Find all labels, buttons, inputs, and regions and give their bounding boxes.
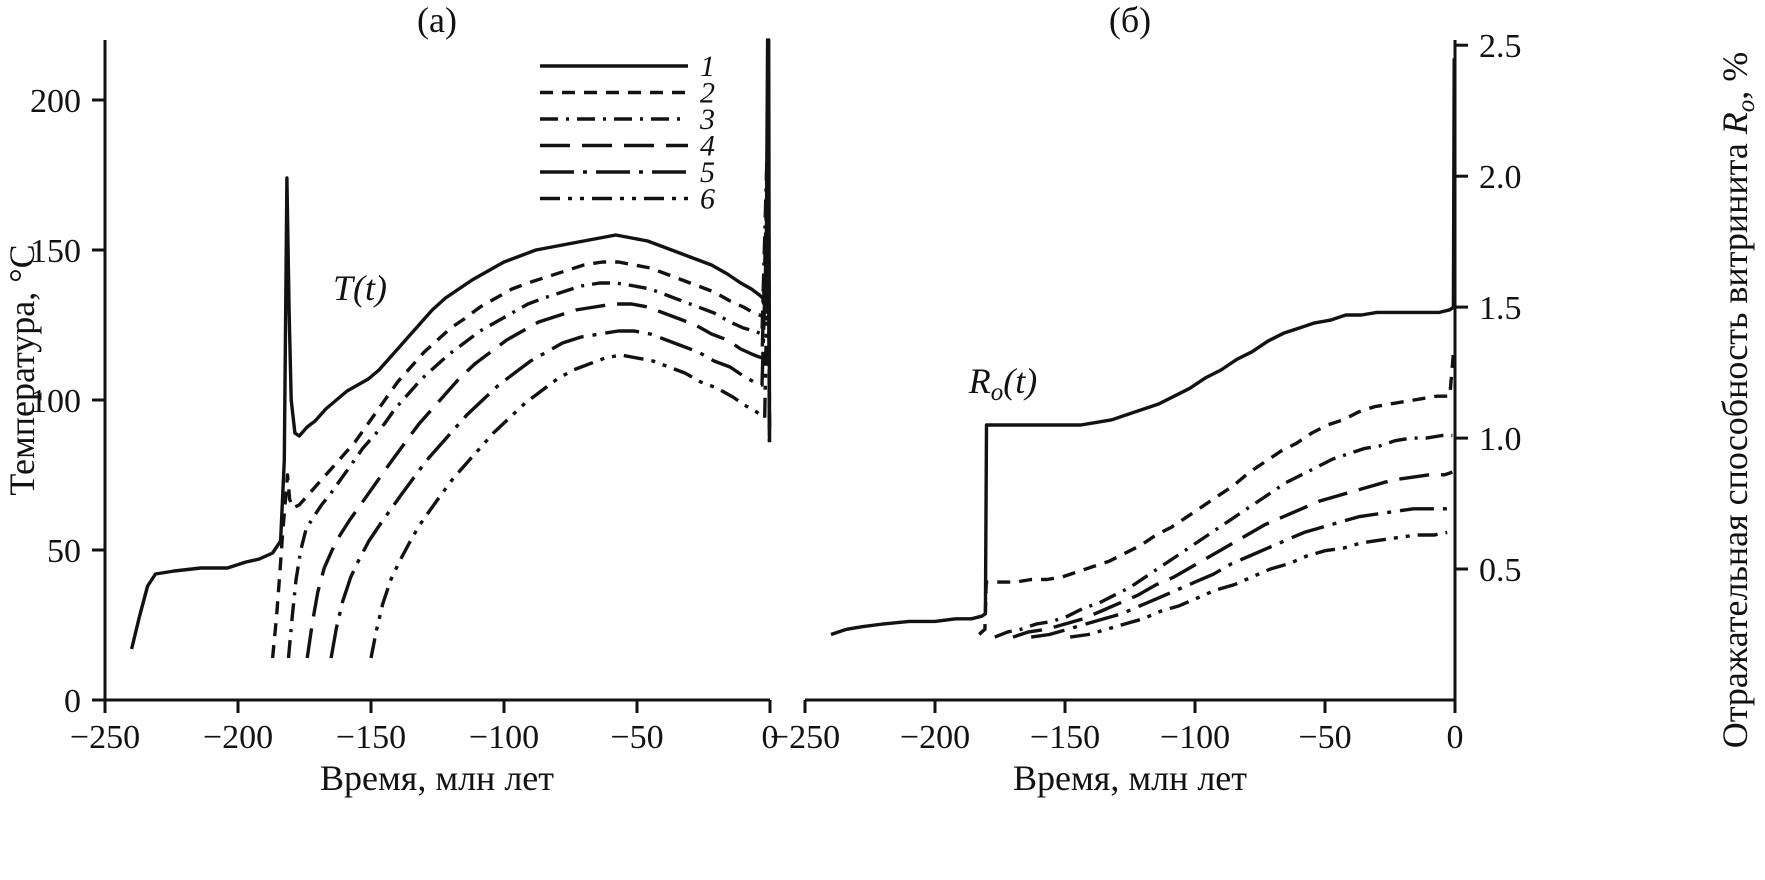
x-tick-label: −50 [1298,719,1351,756]
curve-series-1 [129,38,772,650]
legend-label-4: 4 [700,130,715,163]
curve-series-5 [329,182,772,659]
panel-b-curves [830,58,1456,639]
panel-a-ticks: −250 −200 −150 −100 −50 0 0 50 100 150 200 [30,83,779,756]
y-tick-label: 1.5 [1479,290,1522,327]
y-tick-label: 200 [30,83,81,120]
y-tick-label: 50 [47,533,81,570]
panel-b-xlabel: Время, млн лет [1013,758,1247,798]
curve-series-6 [369,224,772,659]
panel-b-title: (б) [1109,0,1151,40]
panel-a-curves [129,38,772,659]
panel-a-annotation: T(t) [333,268,387,308]
y-tick-label: 2.5 [1479,28,1522,65]
x-tick-label: −200 [203,719,273,756]
panel-a-ylabel: Температура, °C [2,244,42,495]
y-tick-label: 0.5 [1479,552,1522,589]
x-tick-label: −200 [900,719,970,756]
y-tick-label: 100 [30,383,81,420]
x-tick-label: −250 [770,719,840,756]
curve-series-1 [830,58,1456,637]
panel-b-axes [805,40,1457,702]
curve-series-3 [286,113,772,659]
curve-series-6 [1069,530,1448,639]
panel-b: −250 −200 −150 −100 −50 00.51.01.52.02.5 (б) … [770,0,1760,798]
legend-label-2: 2 [700,77,715,110]
x-tick-label: −150 [336,719,406,756]
x-tick-label: 0 [1447,719,1464,756]
x-tick-label: 0 [762,719,779,756]
x-tick-label: −150 [1030,719,1100,756]
curve-series-2 [977,346,1456,636]
x-tick-label: −50 [610,719,663,756]
x-tick-label: −250 [70,719,140,756]
panel-a-title: (а) [417,0,457,40]
legend-label-5: 5 [700,156,715,189]
panel-a-axes [103,40,770,702]
panel-b-annotation: Ro(t) [968,361,1037,406]
y-tick-label: 1.0 [1479,421,1522,458]
panel-b-ticks: −250 −200 −150 −100 −50 0 0.5 1.0 1.5 2.0 2.5 [770,28,1522,756]
panel-a-xlabel: Время, млн лет [320,758,554,798]
panel-b-ylabel: Отражательная способность витринита Ro, … [1715,52,1760,749]
curve-series-4 [305,146,772,659]
legend-label-6: 6 [700,183,715,216]
x-tick-label: −100 [1160,719,1230,756]
legend-label-1: 1 [700,50,715,83]
legend-label-3: 3 [699,103,715,136]
curve-series-5 [1030,507,1448,639]
y-tick-label: 150 [30,233,81,270]
y-tick-label: 2.0 [1479,159,1522,196]
y-tick-label: 0 [64,683,81,720]
curve-series-3 [994,433,1453,639]
curve-series-2 [270,83,772,659]
x-tick-label: −100 [469,719,539,756]
